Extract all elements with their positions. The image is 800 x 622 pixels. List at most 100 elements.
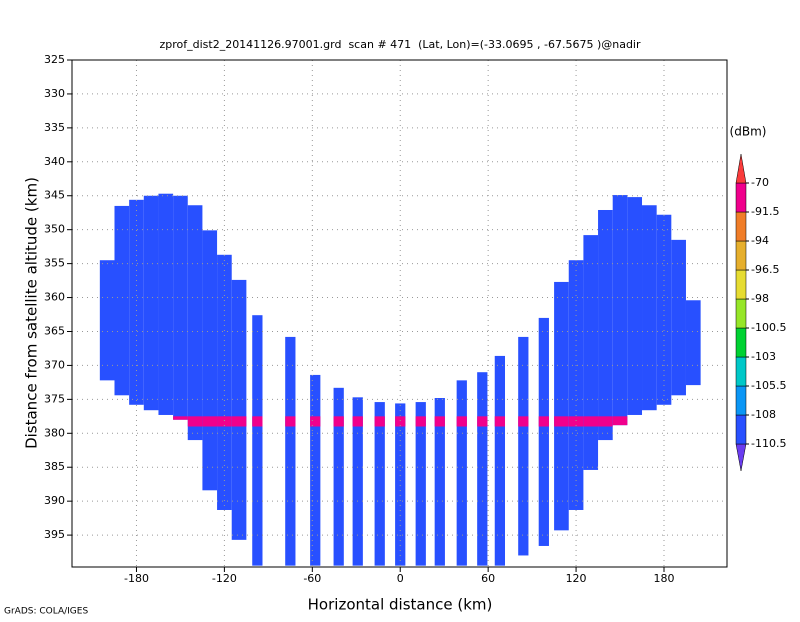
bright-band [612,416,628,426]
bright-band [310,416,321,427]
field-column [217,254,232,510]
field-column [627,197,643,415]
colorbar-label: -91.5 [751,205,779,218]
colorbar-label: -105.5 [751,379,786,392]
field-column [415,402,426,566]
bright-band [333,416,344,427]
bright-band [285,416,296,427]
field-column [231,279,247,540]
bright-band [252,416,263,427]
x-tick-label: 0 [397,572,404,585]
y-tick-label: 380 [44,426,65,439]
y-tick-label: 375 [44,392,65,405]
y-tick-label: 385 [44,460,65,473]
field-column [434,398,445,566]
bright-band [374,416,385,427]
x-tick-label: 60 [481,572,495,585]
field-column [395,403,406,566]
x-tick-label: -120 [212,572,237,585]
field-column [494,355,506,566]
y-tick-label: 390 [44,494,65,507]
colorbar-cell [735,414,747,445]
bright-band [395,416,406,427]
colorbar-cell [735,298,747,329]
field-column [99,260,115,381]
x-tick-label: 120 [566,572,587,585]
bright-band [568,416,584,427]
field-column [158,193,174,415]
colorbar-label: -98 [751,292,769,305]
colorbar-label: -103 [751,350,776,363]
field-column [642,205,657,411]
y-tick-label: 350 [44,223,65,236]
field-column [554,281,569,531]
y-tick-label: 360 [44,291,65,304]
y-axis-label: Distance from satellite altitude (km) [23,177,41,449]
y-tick-label: 370 [44,358,65,371]
field-column [477,372,488,566]
colorbar-label: -94 [751,234,769,247]
colorbar-cell [735,211,747,242]
field-column [252,315,263,566]
field-column [538,317,549,546]
field-column [143,195,159,411]
bright-band [352,416,363,427]
field-column [187,205,203,441]
field-column [352,397,363,566]
colorbar-label: -100.5 [751,321,786,334]
field-column [583,235,599,470]
bright-band [415,416,426,427]
field-column [671,239,686,396]
bright-band [456,416,467,427]
y-tick-label: 395 [44,528,65,541]
x-tick-label: -180 [124,572,149,585]
field-column [333,387,344,566]
colorbar-label: -96.5 [751,263,779,276]
field-column [656,214,672,405]
colorbar-cell [735,443,747,472]
field-column [173,195,188,420]
bright-band [231,416,247,427]
y-tick-label: 340 [44,155,65,168]
field-column [310,374,321,566]
field-column [612,195,628,426]
bright-band [187,416,203,427]
bright-band [477,416,488,427]
bright-band [598,416,613,427]
bright-band [173,416,188,420]
bright-band [494,416,506,427]
field-column [685,300,701,386]
colorbar-cell [735,356,747,387]
colorbar-cell [735,153,747,184]
bright-band [554,416,569,427]
y-tick-label: 355 [44,257,65,270]
chart-title: zprof_dist2_20141126.97001.grd scan # 47… [159,38,641,51]
y-tick-label: 330 [44,87,65,100]
plot-frame [71,59,728,568]
field-column [129,199,144,405]
bright-band [538,416,549,427]
footer: GrADS: COLA/IGES [4,607,88,617]
y-tick-label: 345 [44,189,65,202]
field-column [518,336,529,556]
y-tick-label: 365 [44,324,65,337]
colorbar-label: -70 [751,176,769,189]
colorbar-label: (dBm) [730,125,767,139]
field-column [114,205,130,396]
colorbar-label: -108 [751,408,776,421]
x-axis-label: Horizontal distance (km) [308,596,493,614]
y-tick-label: 325 [44,53,65,66]
y-tick-label: 335 [44,121,65,134]
bright-band [217,416,232,427]
colorbar-cell [735,385,747,416]
field-column [598,209,613,441]
field-column [202,230,218,491]
colorbar-cell [735,269,747,300]
x-tick-label: 180 [653,572,674,585]
colorbar-cell [735,240,747,271]
field-column [456,380,467,566]
field-column [285,336,296,566]
bright-band [434,416,445,427]
bright-band [518,416,529,427]
